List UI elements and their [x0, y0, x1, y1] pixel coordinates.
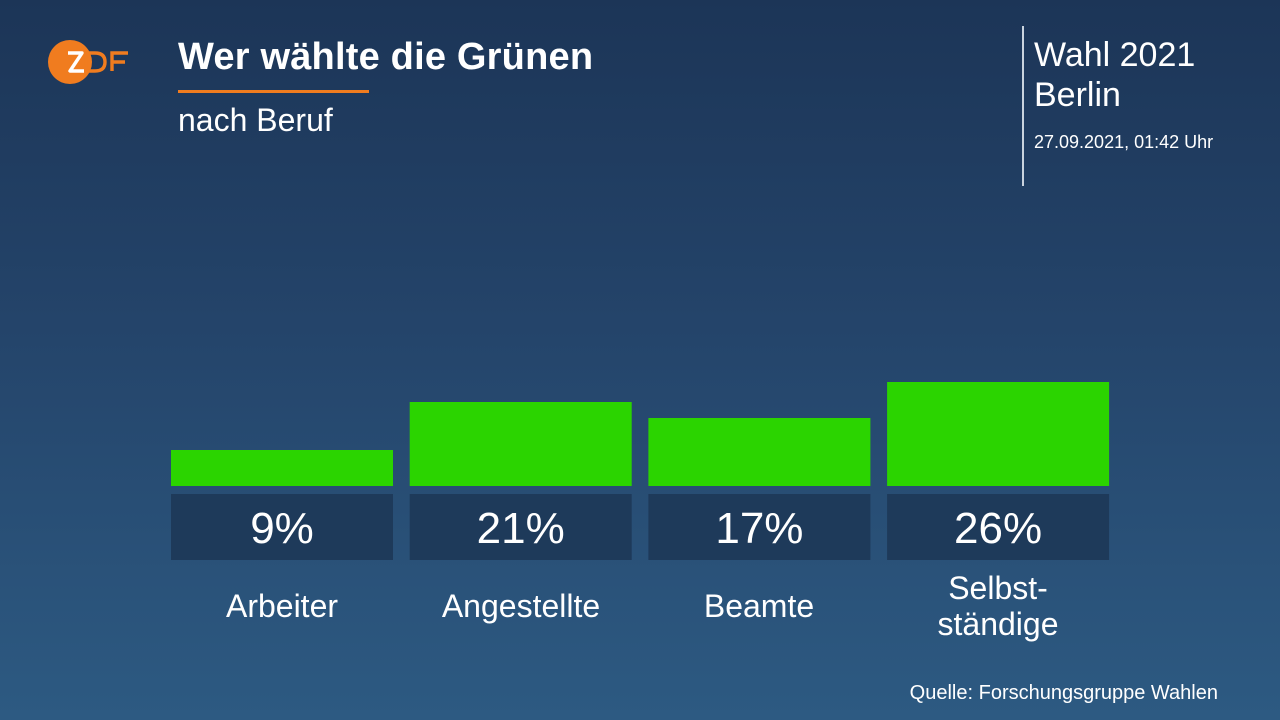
value-label-beamte: 17%	[715, 504, 803, 553]
bar-arbeiter	[171, 450, 393, 486]
value-box-beamte	[648, 494, 871, 560]
category-label-arbeiter: Arbeiter	[225, 588, 339, 624]
bar-selbstständige	[887, 382, 1110, 486]
timestamp: 27.09.2021, 01:42 Uhr	[1034, 132, 1214, 152]
category-label-angestellte: Angestellte	[441, 588, 601, 624]
bar-beamte	[648, 418, 871, 486]
category-label-beamte: Beamte	[703, 588, 815, 624]
value-box-selbstständige	[887, 494, 1110, 560]
source-note: Quelle: Forschungsgruppe Wahlen	[909, 682, 1218, 704]
value-label-angestellte: 21%	[477, 504, 565, 553]
value-box-angestellte	[409, 494, 632, 560]
zdf-logo-circle	[48, 40, 92, 84]
bar-angestellte	[409, 402, 632, 486]
chart-title: Wer wählte die Grünen	[178, 36, 594, 78]
zdf-logo	[48, 40, 128, 84]
chart-subtitle: nach Beruf	[178, 102, 333, 138]
zdf-logo-z	[68, 51, 84, 73]
zdf-logo-d	[84, 51, 107, 73]
zdf-logo-f	[110, 51, 128, 71]
election-title: Wahl 2021	[1034, 36, 1196, 74]
election-region: Berlin	[1034, 76, 1121, 114]
value-label-arbeiter: 9%	[250, 504, 314, 553]
category-label-selbststaendige: Selbst- ständige	[937, 570, 1059, 642]
value-box-arbeiter	[171, 494, 393, 560]
title-underline	[178, 90, 369, 93]
value-label-selbstständige: 26%	[954, 504, 1042, 553]
side-divider	[1022, 26, 1024, 186]
